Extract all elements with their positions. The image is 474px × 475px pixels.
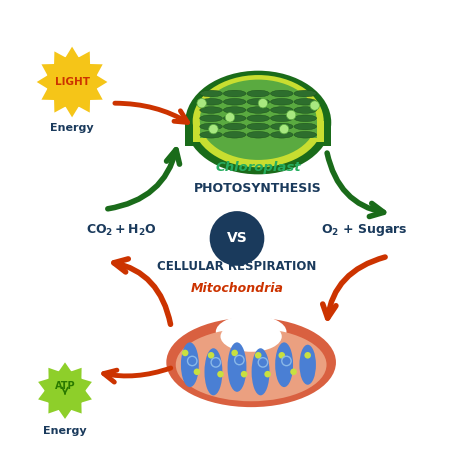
Ellipse shape [200, 80, 317, 160]
Ellipse shape [294, 123, 317, 130]
Text: Mitochondria: Mitochondria [191, 282, 283, 295]
Ellipse shape [247, 90, 270, 97]
Ellipse shape [185, 71, 331, 174]
Text: $\mathbf{O_2}$ + Sugars: $\mathbf{O_2}$ + Sugars [321, 222, 408, 238]
Ellipse shape [193, 75, 324, 167]
Bar [200, 120, 317, 138]
Circle shape [264, 371, 271, 378]
Ellipse shape [223, 115, 246, 122]
Ellipse shape [247, 123, 270, 130]
Ellipse shape [223, 90, 246, 97]
Ellipse shape [223, 107, 246, 114]
Ellipse shape [223, 132, 246, 138]
Circle shape [278, 352, 285, 359]
Ellipse shape [220, 321, 282, 352]
Ellipse shape [223, 123, 246, 130]
Ellipse shape [271, 90, 293, 97]
Ellipse shape [294, 90, 317, 97]
Bar [185, 123, 331, 146]
Ellipse shape [200, 115, 222, 122]
Ellipse shape [223, 98, 246, 105]
Ellipse shape [247, 98, 270, 105]
Circle shape [279, 124, 289, 134]
Ellipse shape [200, 132, 222, 138]
Ellipse shape [247, 115, 270, 122]
Ellipse shape [200, 107, 222, 114]
Text: Chloroplast: Chloroplast [215, 161, 301, 174]
Ellipse shape [252, 348, 270, 395]
Circle shape [197, 98, 206, 108]
Circle shape [255, 352, 262, 359]
Ellipse shape [176, 328, 327, 401]
Circle shape [46, 57, 98, 107]
Text: VS: VS [227, 231, 247, 246]
Ellipse shape [294, 107, 317, 114]
Text: LIGHT: LIGHT [55, 77, 90, 87]
Circle shape [290, 369, 297, 375]
Ellipse shape [275, 342, 293, 387]
Ellipse shape [247, 107, 270, 114]
Ellipse shape [294, 98, 317, 105]
Text: Energy: Energy [50, 124, 94, 133]
Ellipse shape [247, 132, 270, 138]
Ellipse shape [271, 98, 293, 105]
Circle shape [182, 350, 189, 356]
Circle shape [258, 98, 268, 108]
Circle shape [304, 352, 311, 359]
Circle shape [208, 352, 214, 359]
Circle shape [194, 369, 200, 375]
Circle shape [310, 101, 319, 110]
Text: CELLULAR RESPIRATION: CELLULAR RESPIRATION [157, 260, 317, 273]
Ellipse shape [166, 318, 336, 407]
Circle shape [241, 371, 247, 378]
Text: $\mathbf{CO_2 + H_2O}$: $\mathbf{CO_2 + H_2O}$ [86, 223, 157, 238]
Polygon shape [36, 47, 108, 117]
Ellipse shape [228, 342, 246, 392]
Circle shape [217, 371, 224, 378]
Circle shape [231, 350, 238, 356]
Ellipse shape [216, 315, 286, 348]
Circle shape [225, 113, 235, 122]
Circle shape [286, 110, 296, 120]
Circle shape [210, 211, 264, 266]
Ellipse shape [271, 132, 293, 138]
Text: Energy: Energy [43, 426, 87, 436]
Ellipse shape [294, 115, 317, 122]
Ellipse shape [300, 345, 316, 385]
Circle shape [45, 370, 85, 411]
Text: ATP: ATP [55, 381, 75, 391]
Ellipse shape [204, 348, 222, 395]
Bar [193, 121, 324, 142]
Ellipse shape [181, 342, 199, 387]
Ellipse shape [294, 132, 317, 138]
Ellipse shape [200, 90, 222, 97]
Ellipse shape [200, 98, 222, 105]
Ellipse shape [200, 123, 222, 130]
Text: PHOTOSYNTHESIS: PHOTOSYNTHESIS [194, 181, 322, 195]
Circle shape [209, 124, 218, 134]
Polygon shape [38, 362, 92, 419]
Ellipse shape [271, 123, 293, 130]
Ellipse shape [271, 107, 293, 114]
Ellipse shape [271, 115, 293, 122]
